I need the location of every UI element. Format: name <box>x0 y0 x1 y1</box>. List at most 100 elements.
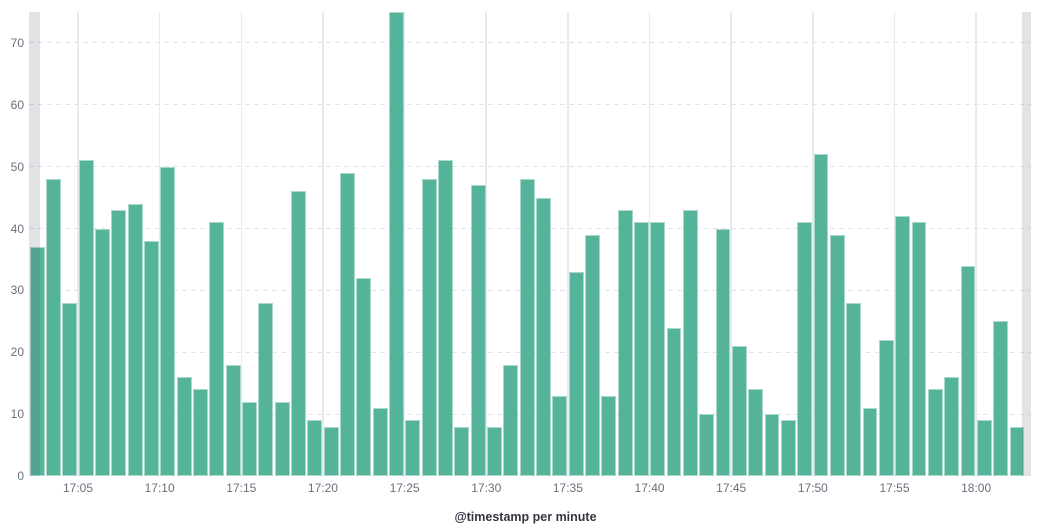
histogram-bar[interactable] <box>46 179 61 476</box>
histogram-bar[interactable] <box>388 12 404 476</box>
x-gridline <box>485 12 487 476</box>
histogram-bar[interactable] <box>699 414 715 476</box>
x-gridline <box>812 12 814 476</box>
histogram-bar[interactable] <box>535 197 551 476</box>
x-gridline <box>403 12 406 476</box>
histogram-bar[interactable] <box>846 302 862 476</box>
histogram-bar[interactable] <box>486 426 502 476</box>
histogram-bar[interactable] <box>748 389 764 476</box>
histogram-bar[interactable] <box>405 420 421 476</box>
histogram-bar[interactable] <box>160 166 176 476</box>
x-axis-tick-label: 17:50 <box>797 481 828 495</box>
histogram-bar[interactable] <box>62 302 78 476</box>
histogram-bar[interactable] <box>878 339 894 476</box>
histogram-bar[interactable] <box>78 160 94 476</box>
x-axis-tick-label: 17:10 <box>144 481 175 495</box>
x-gridline <box>158 12 161 476</box>
histogram-bar[interactable] <box>552 395 568 476</box>
y-gridline <box>29 166 1031 168</box>
histogram-bar[interactable] <box>307 420 323 476</box>
histogram-bar[interactable] <box>225 364 241 476</box>
x-gridline <box>730 12 732 476</box>
histogram-bar[interactable] <box>111 209 127 476</box>
x-gridline <box>77 12 79 476</box>
x-axis-tick-label: 17:55 <box>879 481 910 495</box>
histogram-bar[interactable] <box>813 154 829 476</box>
x-gridline <box>648 12 651 476</box>
x-gridline <box>975 12 977 476</box>
histogram-bar[interactable] <box>193 389 208 476</box>
y-gridline <box>29 42 1031 44</box>
x-axis-tick-label: 17:35 <box>552 481 583 495</box>
histogram-bar[interactable] <box>29 247 45 476</box>
y-gridline <box>29 104 1031 106</box>
histogram-bar[interactable] <box>568 271 584 476</box>
histogram-bar[interactable] <box>290 191 306 476</box>
histogram-bar[interactable] <box>960 265 976 476</box>
histogram-bar[interactable] <box>682 209 698 476</box>
histogram-bar[interactable] <box>829 234 845 476</box>
x-axis-tick-label: 17:05 <box>62 481 93 495</box>
histogram-bar[interactable] <box>584 234 600 476</box>
histogram-bar[interactable] <box>911 222 927 476</box>
y-axis-tick-label: 40 <box>10 221 24 236</box>
x-axis-title: @timestamp per minute <box>454 510 597 524</box>
histogram-bar[interactable] <box>356 278 372 476</box>
y-axis-tick-label: 70 <box>10 35 24 50</box>
histogram-bar[interactable] <box>421 179 437 476</box>
histogram-bar[interactable] <box>633 222 649 476</box>
histogram-bar[interactable] <box>601 395 617 476</box>
histogram-bar[interactable] <box>715 228 731 476</box>
partial-bucket-endzone-right <box>1021 12 1031 476</box>
y-axis-tick-label: 10 <box>10 407 24 422</box>
histogram-bar[interactable] <box>209 222 225 476</box>
x-axis-tick-label: 17:25 <box>389 481 420 495</box>
histogram-bar[interactable] <box>519 179 535 476</box>
y-axis-tick-label: 50 <box>10 159 24 174</box>
histogram-bar[interactable] <box>993 321 1009 476</box>
histogram-bar[interactable] <box>372 407 388 476</box>
histogram-bar[interactable] <box>339 172 355 476</box>
histogram-bar[interactable] <box>258 302 274 476</box>
histogram-bar[interactable] <box>95 228 110 476</box>
x-axis-tick-label: 17:45 <box>716 481 747 495</box>
histogram-bar[interactable] <box>731 346 747 476</box>
histogram-bar[interactable] <box>617 209 633 476</box>
histogram-bar[interactable] <box>797 222 813 476</box>
histogram-bar[interactable] <box>976 420 992 476</box>
x-axis-tick-label: 17:40 <box>634 481 665 495</box>
histogram-bar[interactable] <box>895 216 911 476</box>
x-axis-tick-label: 17:30 <box>471 481 502 495</box>
histogram-bar[interactable] <box>1009 426 1025 476</box>
y-axis-tick-label: 60 <box>10 97 24 112</box>
x-gridline <box>240 12 243 476</box>
y-axis-tick-label: 20 <box>10 345 24 360</box>
histogram-bar[interactable] <box>323 426 339 476</box>
histogram-bar[interactable] <box>650 222 666 476</box>
histogram-bar[interactable] <box>437 160 453 476</box>
histogram-bar[interactable] <box>274 401 290 476</box>
histogram-bar[interactable] <box>241 401 257 476</box>
histogram-bar[interactable] <box>862 407 878 476</box>
histogram-bar[interactable] <box>127 203 143 476</box>
histogram-bar[interactable] <box>666 327 682 476</box>
histogram-bar[interactable] <box>470 185 486 476</box>
histogram-bar[interactable] <box>176 377 192 476</box>
x-gridline <box>322 12 324 476</box>
x-gridline <box>567 12 569 476</box>
x-axis-tick-label: 18:00 <box>961 481 992 495</box>
y-axis-tick-label: 0 <box>17 469 24 483</box>
histogram-bar[interactable] <box>764 414 780 476</box>
histogram-bar[interactable] <box>454 426 470 476</box>
x-axis-tick-label: 17:15 <box>226 481 257 495</box>
histogram-bar[interactable] <box>944 377 960 476</box>
x-axis-tick-label: 17:20 <box>307 481 338 495</box>
histogram-bar[interactable] <box>503 364 519 476</box>
x-gridline <box>893 12 896 476</box>
histogram-bar[interactable] <box>927 389 943 476</box>
histogram-bar[interactable] <box>144 240 159 476</box>
y-axis-tick-label: 30 <box>10 283 24 298</box>
histogram-bar[interactable] <box>780 420 796 476</box>
